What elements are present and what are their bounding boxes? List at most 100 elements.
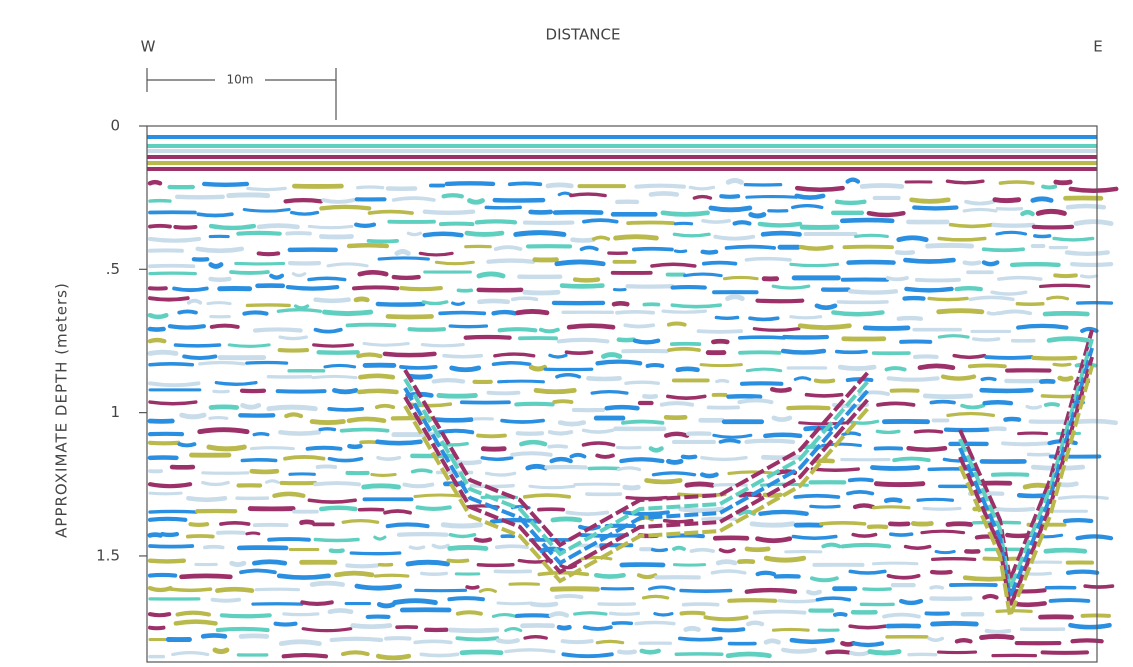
reflector [410, 547, 423, 548]
reflector [271, 276, 282, 278]
reflector [974, 339, 999, 340]
reflector [997, 209, 1021, 210]
reflector [378, 656, 409, 658]
reflector [150, 340, 164, 341]
reflector [420, 253, 452, 255]
reflector [747, 549, 768, 550]
reflector [957, 640, 971, 641]
reflector [668, 461, 681, 462]
reflector [162, 534, 177, 535]
y-axis-label: APPROXIMATE DEPTH (meters) [53, 282, 71, 538]
reflector [729, 600, 775, 601]
reflector [897, 252, 913, 253]
reflector [399, 534, 447, 535]
reflector [617, 312, 653, 313]
reflector [314, 345, 353, 346]
reflector [720, 550, 733, 552]
reflector [1067, 252, 1108, 253]
reflector [232, 563, 244, 564]
reflector [585, 627, 611, 629]
reflector [150, 484, 190, 486]
reflector [499, 381, 544, 382]
reflector [364, 486, 399, 487]
reflector [690, 187, 713, 189]
reflector [797, 196, 824, 198]
reflector [994, 225, 1033, 226]
reflector [970, 297, 1013, 299]
reflector [476, 540, 490, 541]
reflector [760, 224, 800, 225]
reflector [1068, 572, 1097, 573]
reflector [865, 328, 908, 329]
reflector [729, 472, 775, 474]
reflector [425, 234, 462, 235]
reflector [899, 238, 926, 240]
reflector [797, 188, 842, 190]
reflector [174, 288, 207, 290]
reflector [592, 392, 627, 394]
reflector [312, 422, 343, 423]
east-label: E [1093, 38, 1102, 56]
reflector [563, 654, 611, 656]
reflector [436, 262, 473, 263]
reflector [288, 287, 337, 289]
reflector [313, 376, 356, 377]
reflector [788, 408, 828, 409]
reflector [385, 511, 410, 513]
reflector [924, 508, 960, 509]
reflector [855, 505, 873, 507]
reflector [812, 469, 858, 470]
reflector [773, 286, 809, 288]
reflector [653, 550, 667, 551]
reflector [1054, 238, 1093, 239]
reflector [724, 277, 757, 278]
chart: DISTANCE W E 10m APPROXIMATE DEPTH (mete… [0, 0, 1133, 667]
reflector [1018, 326, 1066, 328]
reflector [221, 523, 249, 524]
reflector [648, 365, 663, 366]
reflector [213, 600, 239, 601]
reflector [1070, 625, 1109, 627]
reflector [551, 613, 567, 615]
reflector [1054, 364, 1070, 365]
reflector [293, 274, 304, 276]
reflector [751, 215, 764, 216]
reflector [791, 317, 821, 318]
reflector [625, 325, 653, 326]
reflector [466, 337, 510, 338]
reflector [984, 249, 1023, 250]
reflector [962, 406, 983, 408]
reflector [685, 274, 722, 276]
reflector [267, 481, 278, 482]
reflector [651, 448, 662, 450]
reflector [254, 562, 284, 563]
reflector [347, 565, 377, 566]
reflector [238, 233, 279, 234]
reflector [681, 591, 731, 592]
reflector [541, 330, 558, 332]
reflector [203, 635, 225, 636]
reflector [150, 628, 164, 629]
reflector [628, 223, 673, 224]
reflector [672, 305, 720, 307]
reflector [150, 273, 195, 274]
reflector [1000, 182, 1033, 183]
reflector [571, 455, 584, 457]
reflector [506, 650, 554, 652]
west-label: W [141, 38, 156, 56]
reflector [840, 367, 874, 368]
reflector [702, 475, 716, 477]
reflector [343, 521, 377, 523]
reflector [552, 589, 597, 590]
reflector [286, 200, 321, 201]
reflector [773, 629, 808, 630]
reflector [754, 329, 798, 331]
reflector [922, 531, 964, 533]
reflector [946, 430, 988, 431]
reflector [150, 239, 199, 241]
reflector [842, 220, 892, 221]
reflector [510, 183, 541, 184]
reflector [254, 434, 268, 435]
reflector [862, 185, 902, 186]
reflector [906, 289, 951, 290]
